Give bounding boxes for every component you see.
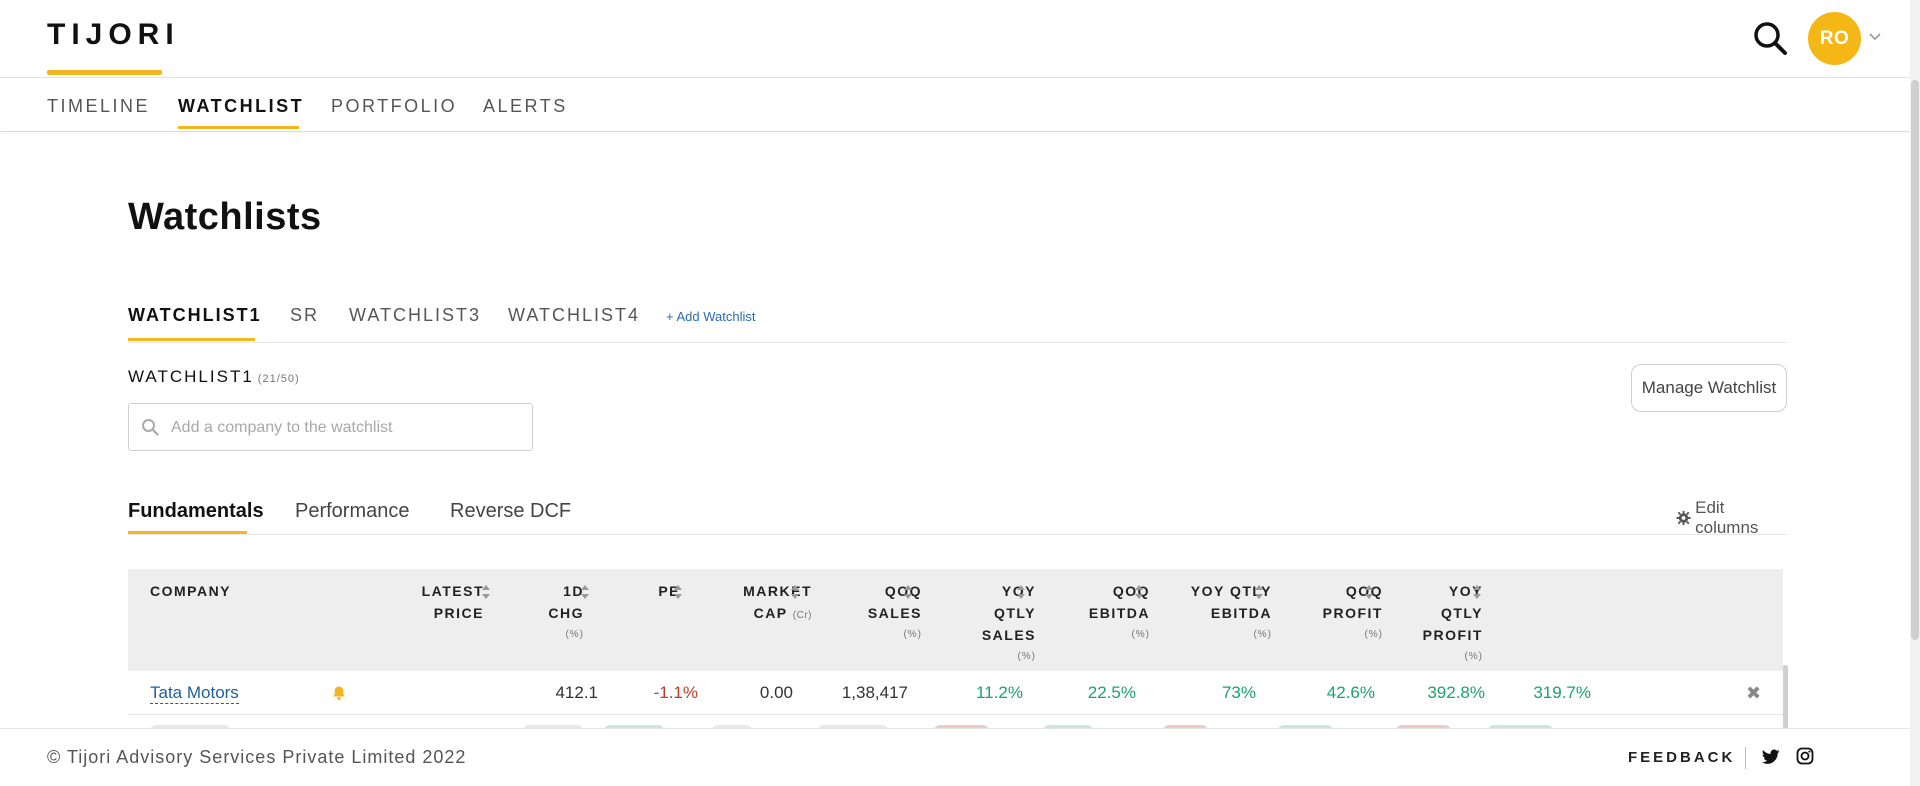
clipped-text	[150, 725, 230, 729]
search-icon	[142, 419, 159, 436]
tab-watchlist3[interactable]: WATCHLIST3	[349, 305, 482, 325]
tab-performance[interactable]: Performance	[295, 500, 410, 522]
sort-icon[interactable]	[481, 584, 491, 600]
clipped-text	[1043, 725, 1093, 729]
table-row-partial	[128, 715, 1783, 729]
watchlist-name: WATCHLIST1	[128, 367, 254, 386]
nav-item-alerts[interactable]: ALERTS	[483, 96, 568, 116]
clipped-text	[523, 725, 583, 729]
feedback-link[interactable]: FEEDBACK	[1628, 749, 1736, 766]
nav-active-underline	[178, 126, 299, 129]
clipped-text	[1396, 725, 1451, 729]
tab-reverse-dcf[interactable]: Reverse DCF	[450, 500, 572, 522]
table-scrollbar[interactable]	[1783, 665, 1788, 745]
clipped-text	[934, 725, 989, 729]
bell-icon[interactable]	[331, 685, 347, 701]
sort-icon[interactable]	[903, 584, 913, 600]
cell-yoy-qtly-sales: 22.5%	[1087, 683, 1136, 702]
footer: © Tijori Advisory Services Private Limit…	[0, 728, 1910, 786]
tab-watchlist1[interactable]: WATCHLIST1	[128, 305, 262, 325]
view-tab-underline	[128, 531, 247, 534]
company-link[interactable]: Tata Motors	[150, 683, 239, 704]
clipped-text	[1488, 725, 1553, 729]
clipped-text	[1278, 725, 1333, 729]
page-scrollbar-thumb[interactable]	[1911, 80, 1919, 640]
table-header: COMPANY LATEST PRICE 1D CHG (%) PE MARKE…	[128, 569, 1783, 671]
add-watchlist-link[interactable]: + Add Watchlist	[666, 309, 756, 324]
footer-divider	[1745, 747, 1746, 769]
column-header-company[interactable]: COMPANY	[150, 583, 232, 599]
main-nav: TIMELINE WATCHLIST PORTFOLIO ALERTS	[0, 78, 1910, 132]
sort-icon[interactable]	[673, 584, 683, 600]
sort-icon[interactable]	[1254, 584, 1264, 600]
sort-icon[interactable]	[790, 584, 800, 600]
column-header-1d-chg[interactable]: 1D CHG (%)	[548, 583, 584, 640]
table-row[interactable]: Tata Motors 412.1 -1.1% 0.00 1,38,417 11…	[128, 671, 1783, 715]
edit-columns-label: Edit columns	[1695, 498, 1759, 537]
page-title: Watchlists	[128, 196, 322, 238]
sort-icon[interactable]	[1364, 584, 1374, 600]
watchlist-tabs: WATCHLIST1 SR WATCHLIST3 WATCHLIST4 + Ad…	[128, 300, 1787, 343]
column-header-pe[interactable]: PE	[658, 583, 680, 599]
sort-icon[interactable]	[1472, 584, 1482, 600]
clipped-text	[604, 725, 664, 729]
watchlist-count: (21/50)	[257, 373, 300, 385]
cell-qoq-profit: 392.8%	[1427, 683, 1485, 702]
cell-yoy-qtly-profit: 319.7%	[1533, 683, 1591, 702]
gear-icon	[1676, 510, 1691, 526]
tab-fundamentals[interactable]: Fundamentals	[128, 500, 264, 522]
column-header-qoq-sales[interactable]: QOQ SALES (%)	[867, 583, 922, 640]
add-company-input[interactable]	[171, 414, 521, 442]
nav-item-portfolio[interactable]: PORTFOLIO	[331, 96, 458, 116]
column-header-yoy-qtly-sales[interactable]: YOY QTLY SALES (%)	[981, 583, 1036, 662]
column-header-latest-price[interactable]: LATEST PRICE	[421, 583, 484, 621]
remove-company-icon[interactable]: ✖	[1746, 683, 1762, 703]
sort-icon[interactable]	[1134, 584, 1144, 600]
tijori-logo[interactable]: TIJORI	[47, 18, 180, 51]
clipped-text	[712, 725, 752, 729]
cell-market-cap: 1,38,417	[841, 683, 908, 702]
cell-yoy-qtly-ebitda: 42.6%	[1326, 683, 1375, 702]
add-company-search	[128, 403, 533, 451]
nav-item-timeline[interactable]: TIMELINE	[47, 96, 151, 116]
tab-watchlist4[interactable]: WATCHLIST4	[508, 305, 641, 325]
cell-qoq-sales: 11.2%	[976, 683, 1023, 702]
manage-watchlist-button[interactable]: Manage Watchlist	[1631, 364, 1787, 412]
watchlist-heading: WATCHLIST1 (21/50)	[128, 367, 300, 387]
cell-pe: 0.00	[759, 683, 793, 702]
column-header-yoy-qtly-ebitda[interactable]: YOY QTLY EBITDA (%)	[1190, 583, 1272, 640]
watchlist-tab-underline	[128, 338, 255, 341]
search-icon[interactable]	[1752, 20, 1788, 56]
sort-icon[interactable]	[580, 584, 590, 600]
column-header-qoq-profit[interactable]: QOQ PROFIT (%)	[1322, 583, 1383, 640]
chevron-down-icon[interactable]	[1869, 32, 1881, 42]
sort-icon[interactable]	[1016, 584, 1026, 600]
view-tabs: Fundamentals Performance Reverse DCF	[128, 495, 1787, 538]
edit-columns-button[interactable]: Edit columns	[1676, 498, 1787, 538]
top-header: TIJORI RO	[0, 0, 1910, 78]
column-header-yoy-qtly-profit[interactable]: YOY QTLY PROFIT (%)	[1422, 583, 1483, 662]
copyright-text: © Tijori Advisory Services Private Limit…	[47, 747, 467, 767]
tab-sr[interactable]: SR	[290, 305, 320, 325]
cell-qoq-ebitda: 73%	[1221, 683, 1256, 702]
clipped-text	[818, 725, 888, 729]
instagram-icon[interactable]	[1796, 747, 1814, 765]
watchlist-table: COMPANY LATEST PRICE 1D CHG (%) PE MARKE…	[128, 569, 1783, 729]
cell-1d-chg: -1.1%	[653, 683, 698, 702]
nav-item-watchlist[interactable]: WATCHLIST	[178, 96, 305, 116]
user-avatar[interactable]: RO	[1808, 12, 1861, 65]
logo-underline	[47, 70, 162, 75]
clipped-text	[1163, 725, 1208, 729]
cell-latest-price: 412.1	[555, 683, 598, 702]
twitter-icon[interactable]	[1762, 749, 1780, 765]
